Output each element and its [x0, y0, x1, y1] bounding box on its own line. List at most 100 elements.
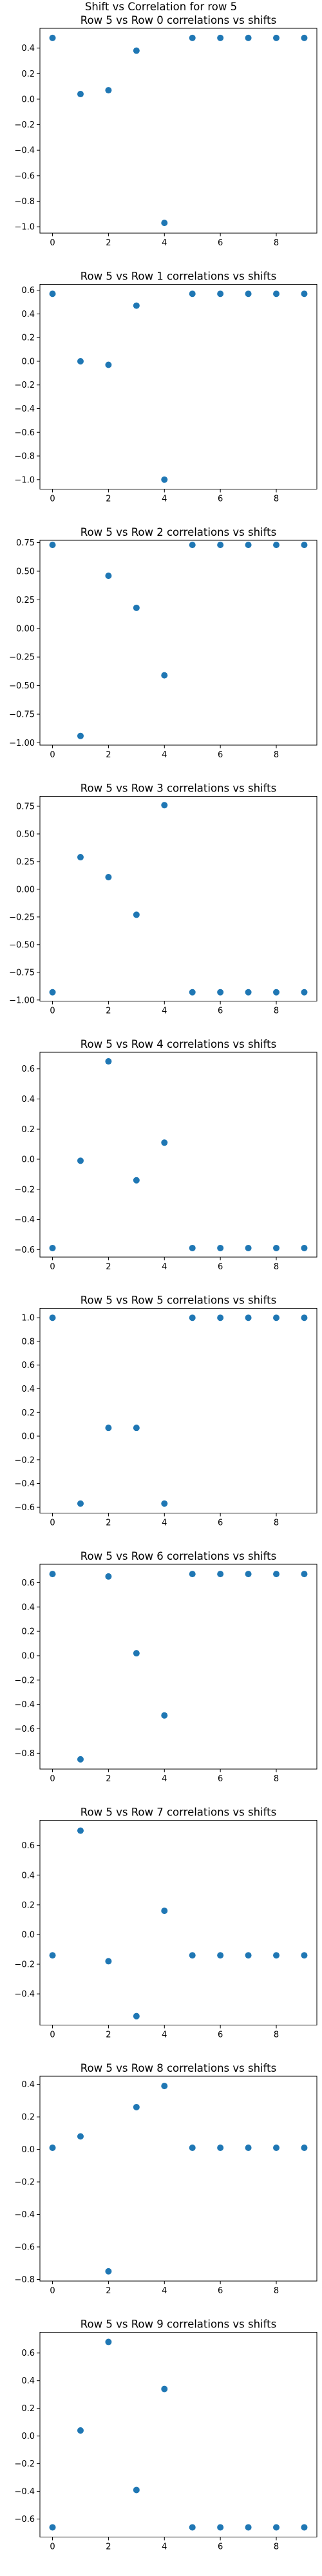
y-tick-label: 0.4 [21, 2080, 35, 2090]
data-point [301, 290, 307, 297]
data-point [133, 1650, 140, 1656]
y-tick-label: 0.2 [21, 1900, 35, 1910]
x-tick-label: 6 [218, 2286, 223, 2296]
x-tick-label: 4 [162, 2543, 167, 2552]
y-tick-label: 0.4 [21, 1095, 35, 1104]
data-point [301, 2524, 307, 2530]
x-tick-label: 6 [218, 1774, 223, 1784]
subplot-0: Row 5 vs Row 0 correlations vs shifts 0 2 4… [14, 14, 317, 248]
y-tick-label: 0.8 [21, 1337, 35, 1347]
data-point [50, 989, 56, 996]
y-tick-label: −0.2 [14, 2459, 35, 2469]
y-tick-label: −0.50 [9, 940, 35, 950]
x-tick-label: 0 [50, 2031, 55, 2040]
data-point [273, 1245, 279, 1251]
y-tick-label: −0.6 [14, 428, 35, 438]
data-point [217, 1952, 223, 1958]
data-point [133, 2013, 140, 2020]
x-tick-label: 8 [274, 2031, 279, 2040]
subplot-title: Row 5 vs Row 5 correlations vs shifts [80, 1294, 276, 1307]
x-tick-label: 8 [274, 1262, 279, 1272]
data-point [189, 290, 196, 297]
y-tick-label: −0.8 [14, 197, 35, 207]
x-tick-label: 6 [218, 2543, 223, 2552]
x-tick-label: 8 [274, 495, 279, 504]
x-tick-label: 2 [106, 1519, 111, 1528]
data-point [77, 91, 84, 97]
y-tick-label: 0.50 [16, 567, 35, 576]
data-point [105, 573, 111, 579]
x-tick-label: 2 [106, 1007, 111, 1016]
data-point [301, 989, 307, 996]
data-point [50, 1952, 56, 1958]
data-point [217, 989, 223, 996]
data-point [189, 2524, 196, 2530]
data-point [189, 2145, 196, 2151]
y-tick-label: −1.0 [14, 475, 35, 485]
data-point [217, 2524, 223, 2530]
data-point [133, 2486, 140, 2493]
subplot-title: Row 5 vs Row 0 correlations vs shifts [80, 14, 276, 26]
y-tick-label: −0.2 [14, 2178, 35, 2188]
data-point [77, 1828, 84, 1834]
x-tick-label: 2 [106, 1262, 111, 1272]
data-point [273, 35, 279, 41]
subplot-title: Row 5 vs Row 3 correlations vs shifts [80, 782, 276, 795]
data-point [245, 989, 252, 996]
subplot-title: Row 5 vs Row 2 correlations vs shifts [80, 526, 276, 538]
y-tick-label: 0.4 [21, 1871, 35, 1880]
y-tick-label: −0.25 [9, 653, 35, 663]
x-tick-label: 0 [50, 2286, 55, 2296]
y-tick-label: 0.4 [21, 44, 35, 53]
y-tick-label: 0.0 [21, 2432, 35, 2441]
data-point [217, 290, 223, 297]
data-point [105, 87, 111, 93]
y-tick-label: −0.75 [9, 968, 35, 978]
y-tick-label: 0.4 [21, 1603, 35, 1613]
y-tick-label: −0.6 [14, 1503, 35, 1513]
data-point [50, 35, 56, 41]
x-tick-label: 0 [50, 750, 55, 760]
subplot-title: Row 5 vs Row 9 correlations vs shifts [80, 2318, 276, 2331]
x-tick-label: 2 [106, 2031, 111, 2040]
data-point [161, 802, 167, 808]
data-point [77, 2133, 84, 2139]
x-tick-label: 2 [106, 750, 111, 760]
y-tick-label: −0.8 [14, 452, 35, 462]
data-point [161, 477, 167, 483]
data-point [161, 1712, 167, 1719]
x-tick-label: 0 [50, 1007, 55, 1016]
y-tick-label: −0.4 [14, 404, 35, 414]
data-point [245, 542, 252, 548]
x-tick-label: 2 [106, 238, 111, 248]
y-tick-label: −0.50 [9, 681, 35, 691]
data-point [245, 2145, 252, 2151]
x-tick-label: 0 [50, 1774, 55, 1784]
data-point [77, 1157, 84, 1164]
y-tick-label: −0.8 [14, 1749, 35, 1759]
y-tick-label: 0.6 [21, 1065, 35, 1074]
data-point [50, 290, 56, 297]
x-tick-label: 0 [50, 238, 55, 248]
x-tick-label: 0 [50, 2543, 55, 2552]
data-point [189, 35, 196, 41]
y-tick-label: 0.6 [21, 1361, 35, 1370]
data-point [273, 2524, 279, 2530]
x-tick-label: 2 [106, 495, 111, 504]
data-point [77, 1501, 84, 1507]
plot-frame [40, 2076, 317, 2281]
data-point [105, 1958, 111, 1964]
x-tick-label: 8 [274, 2543, 279, 2552]
data-point [217, 542, 223, 548]
y-tick-label: −0.2 [14, 120, 35, 130]
data-point [105, 874, 111, 880]
data-point [245, 1245, 252, 1251]
y-tick-label: 0.0 [21, 1651, 35, 1661]
y-tick-label: 0.0 [21, 1155, 35, 1165]
y-tick-label: 0.4 [21, 2376, 35, 2386]
x-tick-label: 4 [162, 1774, 167, 1784]
data-point [77, 1756, 84, 1763]
subplot-8: Row 5 vs Row 8 correlations vs shifts 0 2 4… [14, 2062, 317, 2296]
y-tick-label: −0.4 [14, 1990, 35, 2000]
